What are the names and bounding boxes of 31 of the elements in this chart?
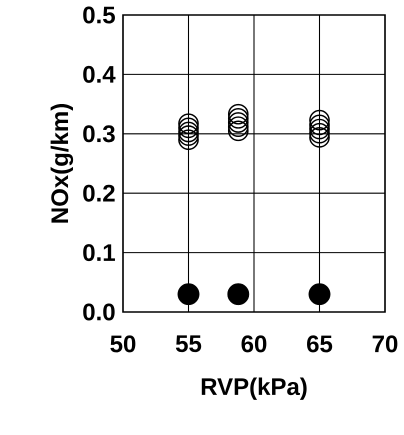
y-axis-title: NOx(g/km) [50, 104, 74, 223]
x-tick-label: 65 [307, 335, 332, 352]
point [178, 113, 199, 134]
point [228, 112, 249, 133]
point [178, 118, 199, 138]
y-tick-label: 0.2 [83, 184, 115, 202]
point [178, 283, 200, 306]
y-tick-label: 0.3 [83, 125, 115, 142]
point [178, 125, 199, 146]
point [309, 114, 330, 136]
y-tick-label: 0.0 [83, 303, 115, 320]
point [308, 283, 330, 306]
point [228, 120, 249, 142]
point [228, 104, 249, 125]
point [309, 122, 330, 144]
point [228, 108, 249, 129]
x-tick-label: 55 [176, 335, 202, 352]
y-tick-label: 0.1 [83, 244, 115, 262]
point [309, 118, 330, 140]
point [309, 127, 330, 148]
point [178, 122, 199, 142]
y-tick-label: 0.4 [83, 66, 116, 83]
x-tick-label: 70 [372, 335, 398, 352]
x-tick-label: 50 [110, 335, 136, 352]
x-axis-title: RVP(kPa) [202, 378, 307, 400]
point [178, 129, 199, 150]
point [309, 110, 330, 130]
y-tick-label: 0.5 [83, 6, 115, 24]
point [228, 116, 249, 138]
x-tick-label: 60 [242, 335, 266, 352]
point [227, 283, 250, 306]
